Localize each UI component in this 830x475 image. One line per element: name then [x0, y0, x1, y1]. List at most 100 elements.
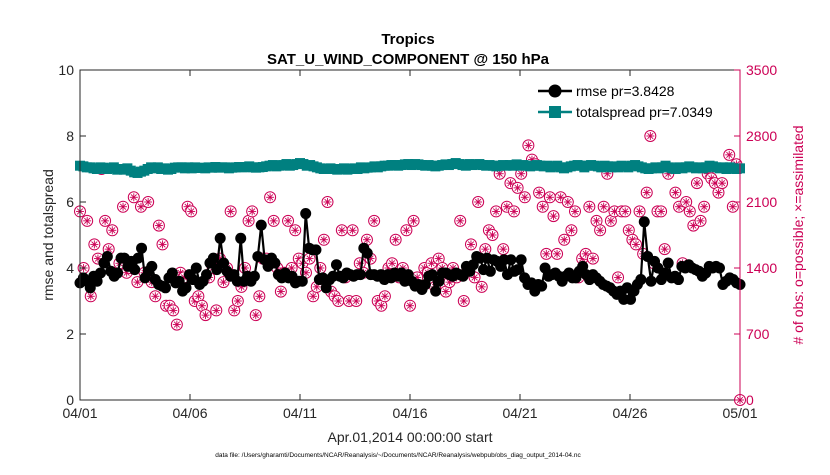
obs-assimilated-cross: [130, 194, 137, 201]
obs-marker: [569, 205, 581, 218]
rmse-point: [296, 275, 308, 287]
obs-assimilated-cross: [202, 311, 209, 319]
obs-marker: [127, 191, 140, 204]
legend: rmse pr=3.8428 totalspread pr=7.0349: [532, 78, 736, 124]
y-tick-label-left: 2: [66, 326, 74, 342]
obs-assimilated-cross: [607, 217, 615, 225]
obs-assimilated-cross: [277, 288, 285, 295]
obs-assimilated-cross: [535, 189, 543, 196]
obs-assimilated-cross: [134, 278, 141, 286]
obs-marker: [149, 290, 162, 303]
obs-assimilated-cross: [302, 269, 310, 276]
obs-assimilated-cross: [500, 245, 507, 253]
obs-marker: [497, 243, 510, 256]
rmse-point: [635, 274, 647, 286]
obs-marker: [547, 210, 560, 223]
obs-assimilated-cross: [514, 184, 521, 192]
obs-assimilated-cross: [614, 274, 622, 281]
x-tick-label: 05/01: [722, 405, 757, 421]
obs-marker: [472, 196, 485, 208]
obs-assimilated-cross: [378, 302, 385, 309]
obs-assimilated-cross: [338, 227, 345, 234]
rmse-point: [330, 259, 342, 271]
obs-marker: [378, 290, 391, 303]
obs-assimilated-cross: [213, 307, 220, 314]
obs-assimilated-cross: [632, 241, 640, 248]
obs-marker: [518, 191, 531, 204]
obs-marker: [360, 233, 373, 246]
obs-marker: [314, 262, 327, 274]
x-tick-label: 04/26: [612, 405, 647, 421]
obs-assimilated-cross: [543, 250, 550, 258]
y-axis-label-left: rmse and totalspread: [40, 169, 56, 301]
rmse-point: [433, 275, 445, 287]
obs-assimilated-cross: [198, 302, 206, 309]
obs-assimilated-cross: [266, 194, 274, 201]
obs-marker: [457, 295, 470, 307]
obs-assimilated-cross: [521, 194, 528, 201]
rmse-point: [662, 257, 674, 269]
obs-marker: [583, 200, 596, 213]
y-tick-label-left: 8: [66, 128, 74, 144]
rmse-point: [211, 264, 223, 276]
obs-assimilated-cross: [661, 245, 668, 253]
legend-spread-label: totalspread pr=7.0349: [576, 104, 713, 120]
rmse-point: [320, 282, 332, 294]
obs-marker: [533, 186, 546, 199]
rmse-point: [159, 282, 171, 294]
obs-assimilated-cross: [525, 142, 532, 149]
obs-assimilated-cross: [234, 297, 241, 305]
obs-assimilated-cross: [349, 227, 356, 234]
rmse-point: [484, 265, 496, 277]
obs-marker: [644, 130, 657, 142]
obs-assimilated-cross: [625, 227, 632, 234]
legend-box: [532, 78, 736, 124]
obs-count-markers: [74, 97, 746, 406]
rmse-point: [645, 275, 657, 287]
obs-assimilated-cross: [306, 255, 313, 262]
obs-marker: [655, 205, 668, 218]
obs-marker: [99, 214, 112, 227]
obs-assimilated-cross: [109, 227, 116, 234]
rmse-point: [430, 285, 442, 297]
obs-assimilated-cross: [227, 208, 234, 215]
obs-marker: [604, 214, 617, 227]
obs-marker: [404, 299, 416, 312]
obs-assimilated-cross: [647, 132, 654, 140]
rmse-point: [672, 274, 684, 286]
rmse-point: [214, 232, 226, 244]
obs-marker: [335, 224, 348, 237]
obs-assimilated-cross: [84, 217, 91, 225]
obs-marker: [346, 224, 359, 237]
obs-marker: [185, 205, 198, 218]
rmse-point: [361, 247, 373, 259]
rmse-point: [536, 280, 548, 292]
obs-assimilated-cross: [353, 297, 360, 305]
obs-assimilated-cross: [600, 203, 607, 210]
rmse-point: [300, 208, 312, 220]
rmse-point: [625, 293, 637, 305]
rmse-point: [129, 264, 141, 276]
obs-marker: [464, 238, 477, 251]
obs-assimilated-cross: [381, 293, 389, 300]
rmse-point: [310, 244, 322, 256]
obs-assimilated-cross: [657, 208, 665, 215]
obs-assimilated-cross: [518, 170, 525, 177]
obs-assimilated-cross: [270, 217, 277, 225]
obs-marker: [386, 257, 399, 270]
obs-marker: [264, 191, 277, 204]
y-tick-label-left: 0: [66, 392, 74, 408]
obs-assimilated-cross: [467, 241, 475, 248]
obs-assimilated-cross: [553, 250, 561, 258]
obs-assimilated-cross: [546, 194, 554, 201]
obs-marker: [167, 304, 180, 317]
obs-assimilated-cross: [539, 203, 546, 210]
obs-marker: [375, 299, 388, 312]
y-axis-label-right: # of obs: o=possible; ×=assimilated: [790, 125, 806, 344]
obs-assimilated-cross: [320, 236, 328, 243]
obs-marker: [389, 233, 402, 246]
obs-assimilated-cross: [489, 231, 496, 239]
obs-assimilated-cross: [284, 217, 292, 225]
axes: 04/01 04/06 04/11 04/16 04/21 04/26 05/0102468…: [58, 62, 777, 421]
